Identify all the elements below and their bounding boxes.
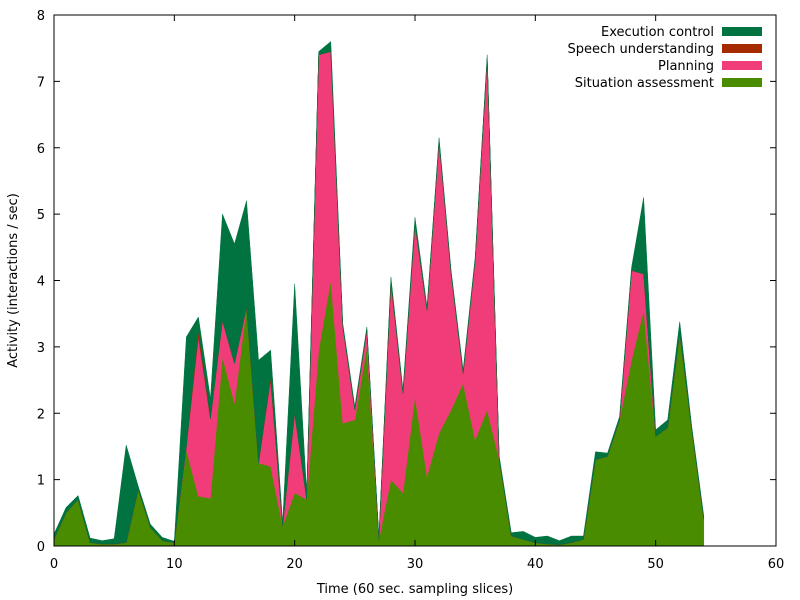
x-tick-label: 50 [647,557,664,572]
y-tick-label: 4 [37,275,45,290]
x-tick-label: 10 [166,557,183,572]
area-situation-assessment [53,280,705,547]
area-series-group [53,41,705,547]
y-tick-label: 7 [37,75,45,90]
y-axis-title: Activity (interactions / sec) [6,193,21,368]
legend-label-speech-understanding: Speech understanding [567,42,714,57]
legend-swatch-situation-assessment [722,78,762,87]
x-tick-label: 60 [768,557,785,572]
legend-swatch-execution-control [722,27,762,36]
x-tick-label: 40 [527,557,544,572]
y-tick-label: 3 [37,341,45,356]
x-axis-ticks: 0 10 20 30 40 50 60 [50,15,784,572]
y-tick-label: 8 [37,9,45,24]
x-tick-label: 30 [407,557,424,572]
x-tick-label: 0 [50,557,58,572]
legend: Execution control Speech understanding Pla… [567,25,762,91]
legend-swatch-speech-understanding [722,44,762,53]
legend-label-planning: Planning [658,59,714,74]
legend-label-situation-assessment: Situation assessment [575,76,714,91]
y-tick-label: 6 [37,142,45,157]
legend-label-execution-control: Execution control [601,25,714,40]
y-tick-label: 5 [37,208,45,223]
legend-swatch-planning [722,61,762,70]
y-axis-ticks: 0 1 2 3 4 5 6 7 8 [37,9,776,555]
x-axis-title: Time (60 sec. sampling slices) [316,582,513,597]
area-execution-control [53,41,705,545]
y-tick-label: 2 [37,407,45,422]
y-tick-label: 1 [37,474,45,489]
y-tick-label: 0 [37,540,45,555]
x-tick-label: 20 [286,557,303,572]
